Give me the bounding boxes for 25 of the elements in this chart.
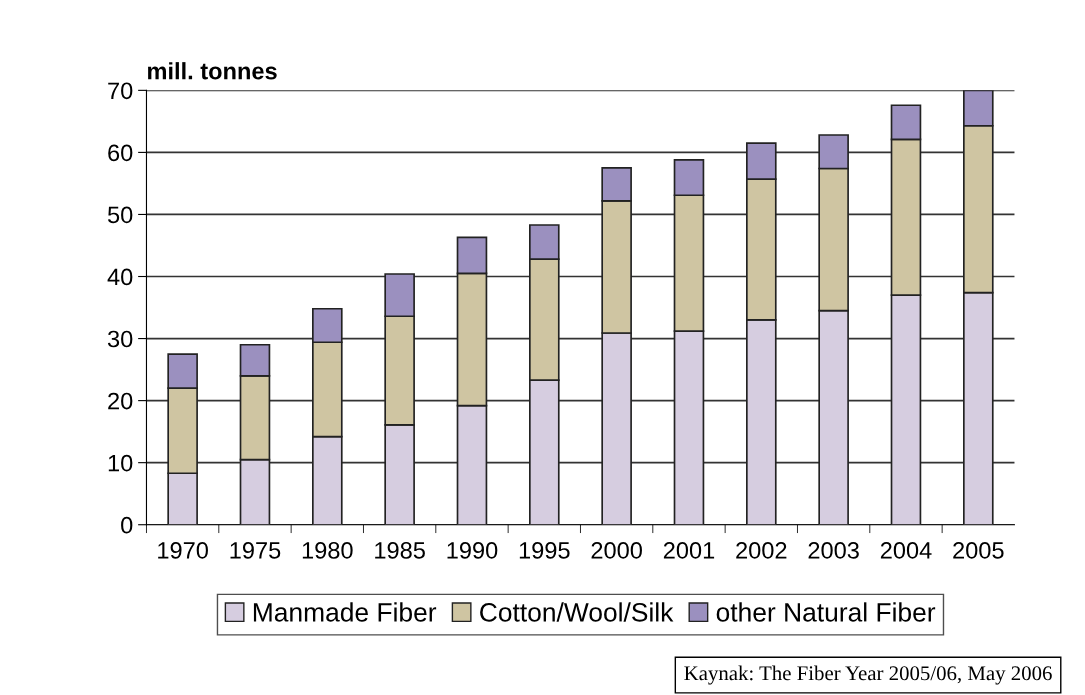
- y-tick-label: 0: [121, 516, 133, 534]
- x-tick-label: 2003: [808, 542, 859, 559]
- y-tick-label: 10: [108, 454, 133, 472]
- y-tick-label: 70: [108, 82, 133, 100]
- x-tick-label: 1985: [375, 542, 425, 559]
- x-tick-label: 2000: [591, 542, 642, 559]
- x-tick-label: 1980: [302, 542, 353, 559]
- y-tick-label: 40: [107, 268, 133, 286]
- y-tick-label: 60: [108, 144, 133, 162]
- legend-label: Manmade Fiber: [253, 602, 437, 622]
- x-tick-label: 2005: [953, 542, 1004, 559]
- y-tick-label: 20: [108, 392, 133, 410]
- x-tick-label: 2001: [663, 542, 715, 559]
- x-tick-label: 1970: [158, 542, 208, 559]
- x-tick-label: 1975: [230, 542, 281, 559]
- y-tick-label: 30: [107, 330, 133, 348]
- legend-label: other Natural Fiber: [716, 602, 936, 622]
- x-tick-label: 1990: [447, 542, 498, 559]
- x-tick-label: 2004: [880, 542, 932, 559]
- y-axis-title: mill. tonnes: [148, 62, 277, 80]
- legend-label: Cotton/Wool/Silk: [480, 602, 674, 622]
- x-tick-label: 1995: [519, 542, 570, 559]
- text: Kaynak: The Fiber Year 2005/06, May 2006: [684, 665, 1052, 685]
- y-tick-label: 50: [107, 206, 133, 224]
- x-tick-label: 2002: [736, 542, 787, 559]
